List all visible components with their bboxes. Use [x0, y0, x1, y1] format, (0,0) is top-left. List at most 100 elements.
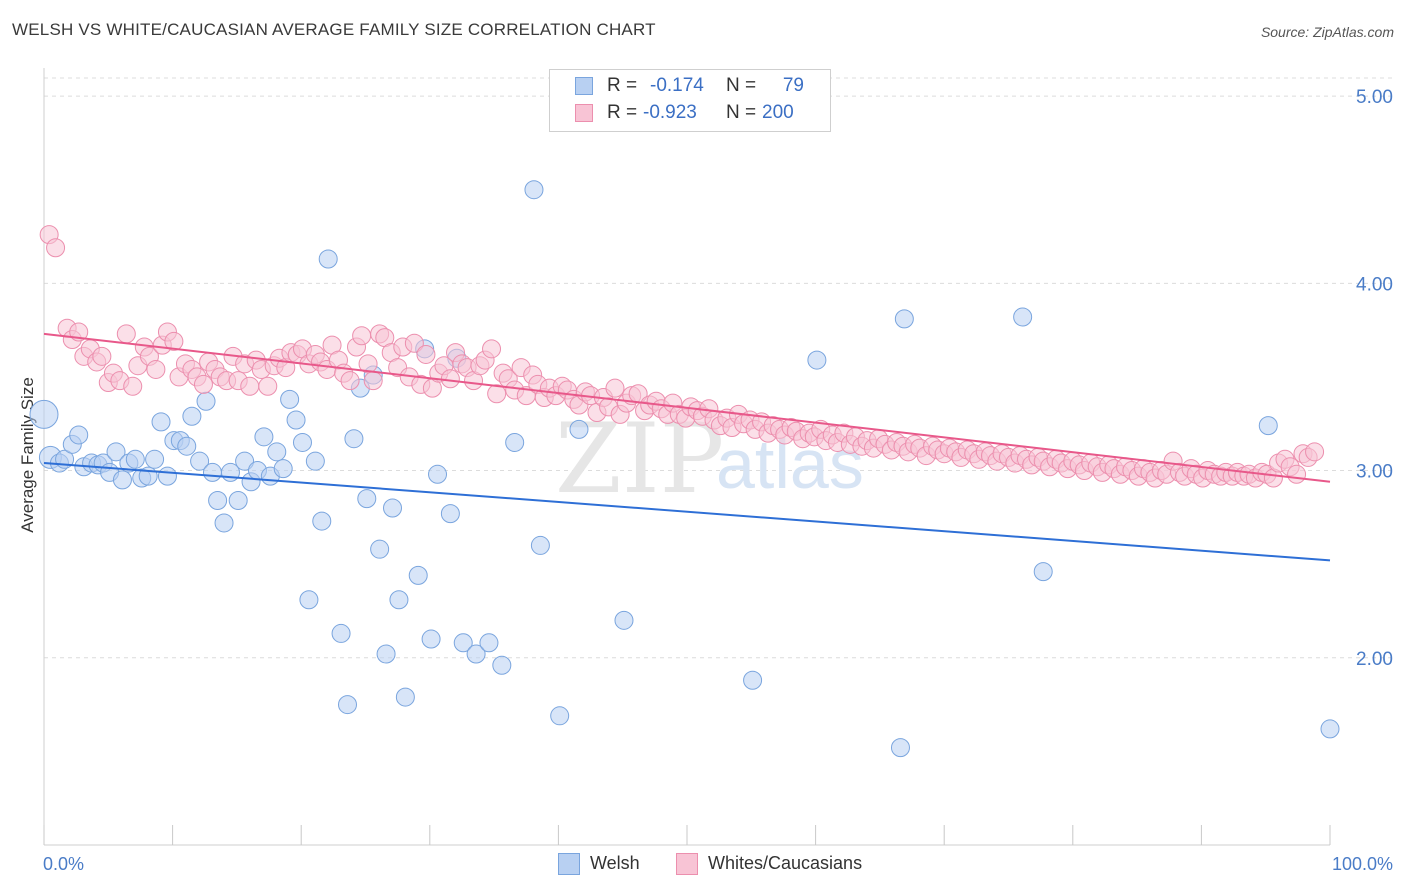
welsh-point: [569, 419, 589, 439]
welsh-point: [376, 644, 396, 664]
welsh-point: [292, 432, 312, 452]
x-tick-label-max: 100.0%: [1332, 854, 1393, 874]
welsh-point: [890, 738, 910, 758]
welsh-point: [196, 391, 216, 411]
welsh-point: [1013, 307, 1033, 327]
welsh-point: [807, 350, 827, 370]
welsh-point: [1258, 416, 1278, 436]
legend-welsh-swatch: [558, 853, 580, 875]
welsh-point: [318, 249, 338, 269]
welsh-point: [1033, 562, 1053, 582]
welsh-trend-line: [43, 462, 1331, 562]
welsh-point: [235, 451, 255, 471]
legend-white-swatch: [676, 853, 698, 875]
welsh-point: [370, 539, 390, 559]
stats-row-white: R = -0.923 N = 200: [550, 101, 830, 127]
white-n-value: 200: [762, 102, 794, 123]
welsh-point: [331, 623, 351, 643]
welsh-point: [389, 590, 409, 610]
welsh-point: [505, 432, 525, 452]
white-caucasian-point: [363, 371, 383, 391]
white-caucasian-point: [146, 359, 166, 379]
welsh-point: [106, 442, 126, 462]
white-caucasian-point: [116, 324, 136, 344]
welsh-point: [69, 425, 89, 445]
welsh-n-label: N =: [726, 75, 757, 96]
welsh-point: [125, 449, 145, 469]
welsh-point: [145, 449, 165, 469]
white-caucasian-point: [340, 371, 360, 391]
welsh-point: [202, 462, 222, 482]
white-caucasian-point: [440, 369, 460, 389]
white-caucasian-point: [352, 326, 372, 346]
trend-lines: [43, 332, 1331, 562]
welsh-point: [479, 633, 499, 653]
welsh-point: [299, 590, 319, 610]
white-caucasian-point: [92, 346, 112, 366]
welsh-point: [286, 410, 306, 430]
welsh-r-label: R =: [607, 75, 638, 96]
welsh-point: [228, 490, 248, 510]
legend-white-label: Whites/Caucasians: [708, 853, 863, 873]
x-tick-label-min: 0.0%: [43, 854, 84, 874]
white-points: [39, 225, 1325, 488]
welsh-point: [357, 489, 377, 509]
white-caucasian-point: [258, 376, 278, 396]
white-caucasian-point: [46, 238, 66, 258]
welsh-point: [530, 535, 550, 555]
welsh-point: [267, 442, 287, 462]
welsh-swatch: [575, 77, 593, 95]
welsh-point: [305, 451, 325, 471]
welsh-point: [177, 436, 197, 456]
welsh-point: [190, 451, 210, 471]
white-caucasian-point: [1305, 442, 1325, 462]
white-caucasian-point: [240, 376, 260, 396]
white-n-label: N =: [726, 102, 757, 123]
white-trend-line: [43, 332, 1331, 483]
welsh-point: [614, 610, 634, 630]
welsh-point: [280, 389, 300, 409]
welsh-point: [29, 399, 59, 429]
welsh-point: [894, 309, 914, 329]
welsh-point: [337, 695, 357, 715]
white-caucasian-point: [416, 344, 436, 364]
welsh-point: [157, 466, 177, 486]
welsh-r-value: -0.174: [650, 75, 704, 96]
welsh-point: [492, 655, 512, 675]
welsh-point: [344, 429, 364, 449]
white-caucasian-point: [1287, 464, 1307, 484]
welsh-point: [466, 644, 486, 664]
welsh-point: [440, 504, 460, 524]
chart-title: WELSH VS WHITE/CAUCASIAN AVERAGE FAMILY …: [12, 20, 656, 39]
white-caucasian-point: [404, 333, 424, 353]
welsh-point: [383, 498, 403, 518]
welsh-point: [208, 490, 228, 510]
y-tick-label: 2.00: [1356, 649, 1393, 670]
stats-box: R = -0.174 N = 79 R = -0.923 N = 200: [549, 69, 831, 132]
welsh-point: [214, 513, 234, 533]
welsh-point: [395, 687, 415, 707]
welsh-point: [312, 511, 332, 531]
white-caucasian-point: [482, 339, 502, 359]
white-r-label: R =: [607, 102, 638, 123]
white-caucasian-point: [487, 384, 507, 404]
welsh-point: [453, 633, 473, 653]
y-tick-labels: 2.00 3.00 4.00 5.00: [1356, 87, 1393, 670]
white-caucasian-point: [123, 376, 143, 396]
welsh-point: [550, 706, 570, 726]
welsh-point: [428, 464, 448, 484]
legend-welsh-label: Welsh: [590, 853, 640, 873]
white-caucasian-point: [193, 374, 213, 394]
welsh-point: [421, 629, 441, 649]
welsh-point: [1320, 719, 1340, 739]
welsh-point: [112, 470, 132, 490]
welsh-point: [524, 180, 544, 200]
y-tick-label: 5.00: [1356, 87, 1393, 108]
welsh-n-value: 79: [782, 75, 804, 96]
welsh-point: [408, 565, 428, 585]
chart-source: Source: ZipAtlas.com: [1260, 24, 1394, 40]
white-r-value: -0.923: [643, 102, 697, 123]
welsh-point: [254, 427, 274, 447]
white-swatch: [575, 104, 593, 122]
